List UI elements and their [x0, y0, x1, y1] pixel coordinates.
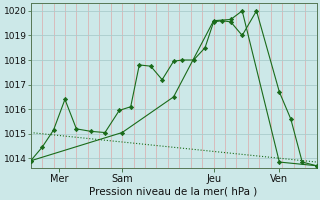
X-axis label: Pression niveau de la mer( hPa ): Pression niveau de la mer( hPa )	[90, 187, 258, 197]
